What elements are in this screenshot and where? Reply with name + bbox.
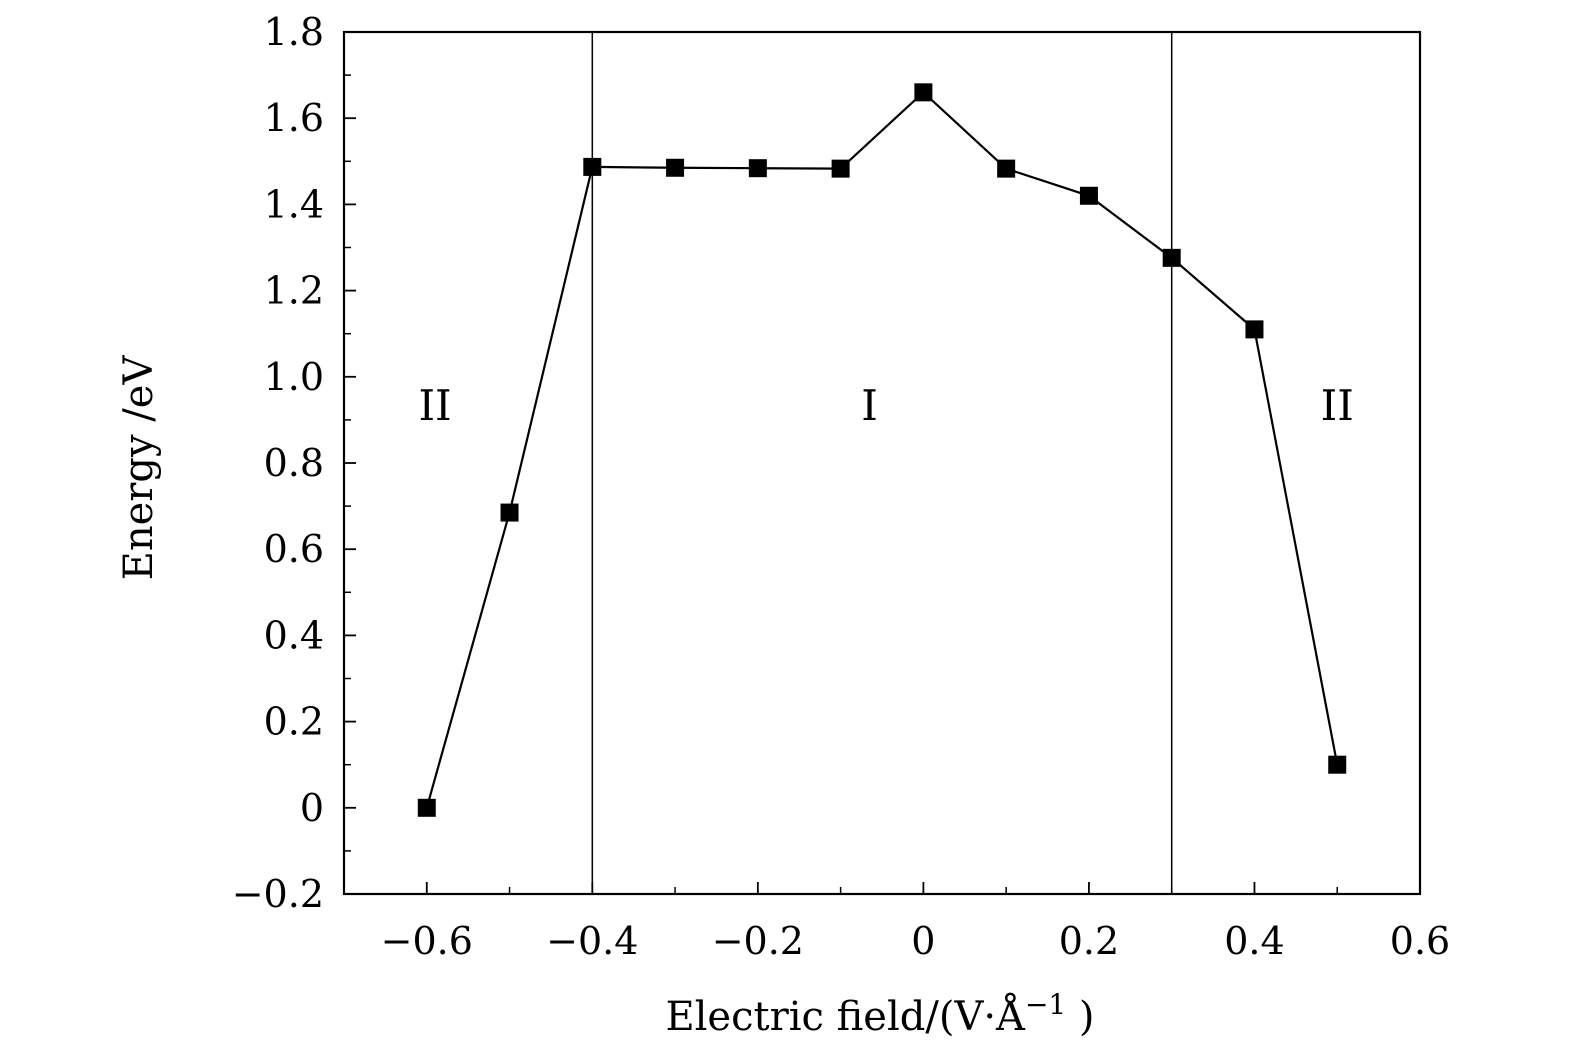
plot-area bbox=[342, 30, 1422, 896]
x-tick-label: −0.4 bbox=[546, 919, 638, 963]
region-label: I bbox=[861, 381, 878, 430]
data-point bbox=[417, 798, 436, 817]
region-label: II bbox=[418, 381, 451, 430]
data-point bbox=[1079, 186, 1098, 205]
y-tick-label: 1.8 bbox=[264, 10, 324, 54]
region-label: II bbox=[1321, 381, 1354, 430]
series-line bbox=[425, 90, 1339, 809]
data-point bbox=[666, 158, 685, 177]
x-tick-label: −0.2 bbox=[712, 919, 804, 963]
y-tick-label: 0.4 bbox=[264, 613, 324, 657]
data-point bbox=[831, 159, 850, 178]
x-axis-title-tail: ) bbox=[1066, 994, 1094, 1040]
data-point bbox=[1162, 248, 1181, 267]
x-tick-label: 0.4 bbox=[1224, 919, 1284, 963]
data-point bbox=[997, 159, 1016, 178]
data-series bbox=[417, 83, 1347, 817]
y-tick-label: −0.2 bbox=[232, 872, 324, 916]
y-axis-title: Energy /eV bbox=[116, 355, 162, 581]
y-tick-label: 0.8 bbox=[264, 441, 324, 485]
y-tick-label: 1.4 bbox=[264, 182, 324, 226]
data-point bbox=[1328, 755, 1347, 774]
y-tick-label: 1.6 bbox=[264, 96, 324, 140]
y-tick-label: 0.2 bbox=[264, 700, 324, 744]
data-point bbox=[748, 159, 767, 178]
y-tick-label: 0.6 bbox=[264, 527, 324, 571]
x-axis-title-superscript: −1 bbox=[1025, 988, 1066, 1021]
x-tick-label: 0 bbox=[911, 919, 935, 963]
data-point bbox=[914, 83, 933, 102]
data-point bbox=[583, 157, 602, 176]
plot-frame bbox=[342, 30, 1422, 896]
y-tick-label: 0 bbox=[300, 786, 324, 830]
axis-labels: −0.6 −0.4 −0.2 0 0.2 0.4 0.6 −0.2 0 0.2 0.4 0.6 0.8 1… bbox=[232, 10, 1451, 963]
data-point bbox=[500, 503, 519, 522]
data-point bbox=[1245, 320, 1264, 339]
x-tick-label: −0.6 bbox=[381, 919, 473, 963]
x-tick-label: 0.6 bbox=[1390, 919, 1450, 963]
x-tick-label: 0.2 bbox=[1059, 919, 1119, 963]
x-axis-title: Electric field/(V·Å−1 ) bbox=[665, 988, 1094, 1040]
y-tick-label: 1.0 bbox=[264, 355, 324, 399]
x-axis-title-main: Electric field/(V·Å bbox=[665, 993, 1026, 1040]
y-tick-label: 1.2 bbox=[264, 269, 324, 313]
